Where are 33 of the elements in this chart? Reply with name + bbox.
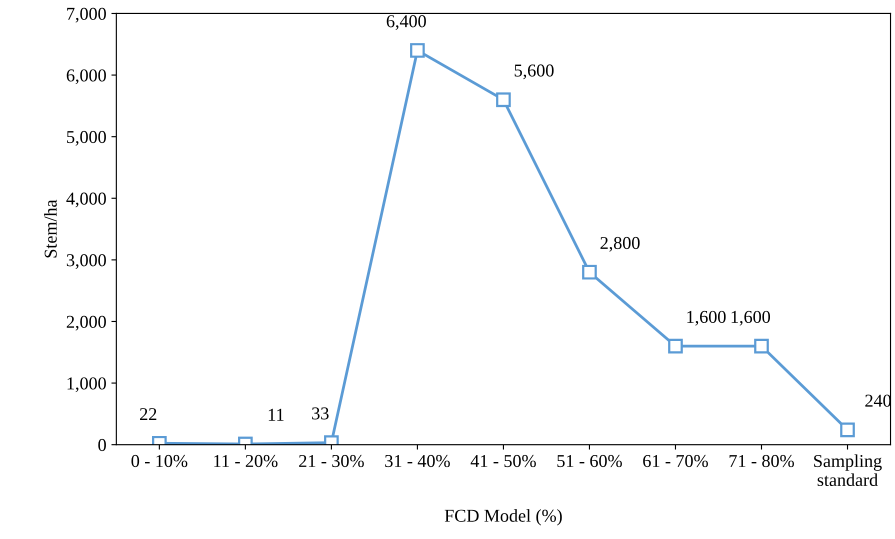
x-tick-label: 51 - 60% [557, 454, 622, 468]
x-tick-label: 11 - 20% [214, 454, 278, 468]
point [840, 422, 855, 438]
x-tick-label: 0 - 10% [131, 454, 188, 468]
x-tick-label: 71 - 80% [730, 454, 794, 468]
data-label: 5,600 [514, 64, 554, 80]
point [582, 264, 597, 280]
y-tick-label: 6,000 [66, 69, 106, 84]
data-label: 22 [140, 408, 156, 420]
x-tick-label: 21 - 30% [299, 454, 364, 468]
point [754, 338, 769, 354]
y-tick-label: 3,000 [66, 254, 106, 269]
point [410, 43, 425, 58]
y-tick-label: 0 [98, 438, 106, 452]
point [496, 92, 511, 108]
point [668, 338, 683, 354]
y-axis-title: Stem/ha [44, 200, 57, 258]
y-tick-label: 7,000 [67, 8, 106, 23]
x-tick-label: Sampling standard [814, 454, 882, 486]
data-label: 2,800 [600, 236, 640, 252]
x-tick-label: 41 - 50% [470, 454, 536, 468]
x-tick-label: 61 - 70% [643, 454, 708, 468]
y-tick-label: 5,000 [67, 130, 106, 146]
data-label: 11 [268, 408, 284, 421]
data-label: 6,400 [386, 15, 426, 30]
data-label: 33 [312, 407, 329, 420]
data-label: 1,600 [732, 310, 770, 326]
x-tick-label: 31 - 40% [385, 454, 450, 468]
data-label: 1,600 [687, 310, 726, 326]
y-tick-label: 1,000 [68, 377, 106, 392]
y-tick-label: 2,000 [66, 316, 106, 331]
x-axis-title: FCD Model (%) [444, 509, 562, 526]
y-tick-label: 4,000 [66, 192, 106, 208]
